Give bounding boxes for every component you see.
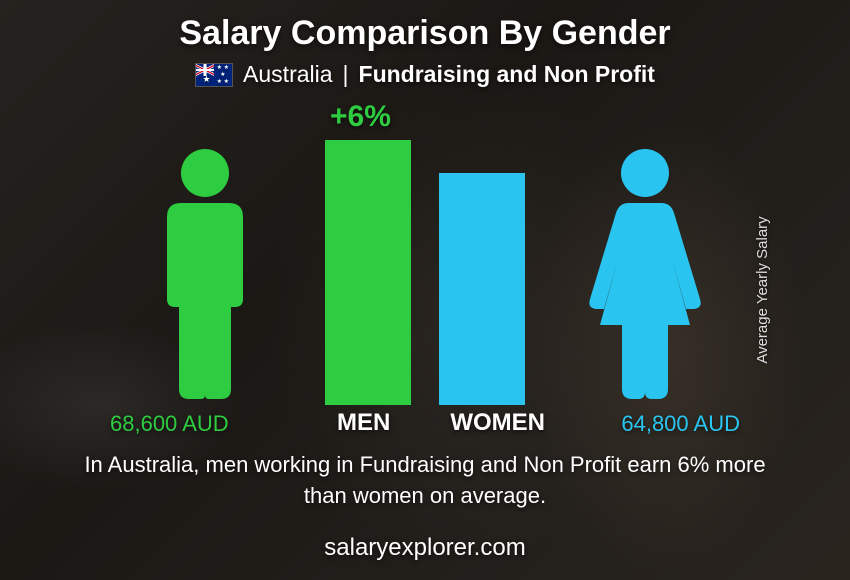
page-title: Salary Comparison By Gender — [0, 0, 850, 53]
woman-icon — [585, 145, 705, 405]
men-salary: 68,600 AUD — [110, 411, 229, 437]
y-axis-label: Average Yearly Salary — [754, 216, 771, 363]
gender-chart: +6% MEN WOMEN 68,600 AUD 64 — [105, 100, 745, 440]
women-salary: 64,800 AUD — [621, 411, 740, 437]
subtitle-sector: Fundraising and Non Profit — [359, 61, 655, 88]
flag-australia-icon — [195, 63, 233, 87]
subtitle: Australia | Fundraising and Non Profit — [0, 61, 850, 88]
bar-women — [439, 173, 525, 405]
subtitle-sep: | — [343, 61, 349, 88]
women-label: WOMEN — [450, 409, 545, 437]
men-label: MEN — [337, 409, 390, 437]
summary-text: In Australia, men working in Fundraising… — [0, 450, 850, 512]
footer-credit: salaryexplorer.com — [0, 534, 850, 562]
man-icon — [145, 145, 265, 405]
subtitle-country: Australia — [243, 61, 332, 88]
bars — [325, 140, 525, 405]
content: Salary Comparison By Gender Australia | … — [0, 0, 850, 580]
bar-men — [325, 140, 411, 405]
gain-label: +6% — [330, 100, 391, 134]
